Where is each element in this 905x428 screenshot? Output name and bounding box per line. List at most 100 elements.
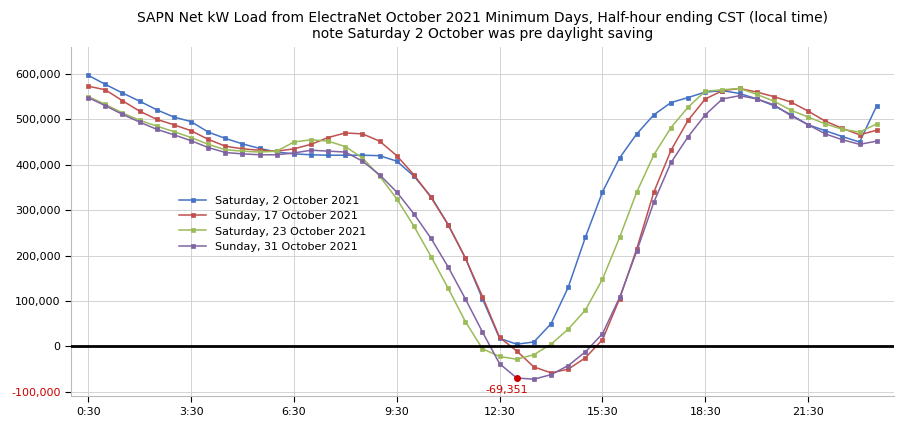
Saturday, 23 October 2021: [374, 174, 385, 179]
Sunday, 31 October 2021: [820, 131, 831, 137]
Sunday, 17 October 2021: [563, 367, 574, 372]
Sunday, 17 October 2021: [220, 143, 231, 149]
Sunday, 17 October 2021: [751, 89, 762, 95]
Sunday, 31 October 2021: [408, 211, 419, 217]
Sunday, 31 October 2021: [477, 330, 488, 335]
Saturday, 2 October 2021: [100, 82, 110, 87]
Saturday, 23 October 2021: [751, 92, 762, 97]
Sunday, 31 October 2021: [134, 119, 145, 125]
Saturday, 2 October 2021: [700, 89, 710, 95]
Sunday, 31 October 2021: [682, 134, 693, 139]
Sunday, 17 October 2021: [803, 109, 814, 114]
Sunday, 31 October 2021: [340, 149, 351, 155]
Saturday, 23 October 2021: [546, 342, 557, 347]
Saturday, 23 October 2021: [854, 130, 865, 135]
Saturday, 23 October 2021: [100, 102, 110, 107]
Line: Saturday, 2 October 2021: Saturday, 2 October 2021: [86, 73, 879, 346]
Sunday, 31 October 2021: [374, 172, 385, 177]
Sunday, 31 October 2021: [425, 236, 436, 241]
Saturday, 2 October 2021: [254, 146, 265, 151]
Saturday, 23 October 2021: [614, 235, 625, 240]
Saturday, 2 October 2021: [872, 103, 882, 108]
Saturday, 2 October 2021: [734, 91, 745, 96]
Saturday, 23 October 2021: [82, 94, 93, 99]
Saturday, 2 October 2021: [529, 339, 539, 345]
Saturday, 23 October 2021: [563, 327, 574, 332]
Saturday, 23 October 2021: [289, 140, 300, 145]
Saturday, 23 October 2021: [665, 125, 676, 130]
Sunday, 31 October 2021: [272, 152, 282, 158]
Saturday, 23 October 2021: [186, 135, 196, 140]
Sunday, 17 October 2021: [682, 118, 693, 123]
Saturday, 23 October 2021: [477, 346, 488, 351]
Sunday, 31 October 2021: [443, 265, 453, 270]
Sunday, 31 October 2021: [751, 96, 762, 101]
Saturday, 2 October 2021: [682, 95, 693, 100]
Saturday, 2 October 2021: [460, 256, 471, 261]
Sunday, 17 October 2021: [632, 246, 643, 251]
Sunday, 17 October 2021: [665, 148, 676, 153]
Saturday, 2 October 2021: [134, 98, 145, 104]
Saturday, 2 October 2021: [117, 90, 128, 95]
Sunday, 31 October 2021: [100, 103, 110, 108]
Saturday, 23 October 2021: [168, 129, 179, 134]
Saturday, 23 October 2021: [443, 286, 453, 291]
Saturday, 23 October 2021: [151, 124, 162, 129]
Line: Saturday, 23 October 2021: Saturday, 23 October 2021: [86, 86, 879, 361]
Saturday, 23 October 2021: [272, 149, 282, 154]
Sunday, 17 October 2021: [734, 86, 745, 91]
Legend: Saturday, 2 October 2021, Sunday, 17 October 2021, Saturday, 23 October 2021, Su: Saturday, 2 October 2021, Sunday, 17 Oct…: [176, 192, 370, 255]
Sunday, 31 October 2021: [511, 375, 522, 380]
Sunday, 17 October 2021: [134, 109, 145, 114]
Saturday, 23 October 2021: [529, 352, 539, 357]
Sunday, 31 October 2021: [529, 377, 539, 382]
Sunday, 17 October 2021: [837, 126, 848, 131]
Sunday, 31 October 2021: [872, 139, 882, 144]
Saturday, 2 October 2021: [837, 134, 848, 139]
Saturday, 23 October 2021: [306, 137, 317, 143]
Sunday, 17 October 2021: [254, 148, 265, 153]
Sunday, 17 October 2021: [768, 94, 779, 99]
Saturday, 2 October 2021: [820, 128, 831, 133]
Sunday, 17 October 2021: [820, 119, 831, 124]
Saturday, 2 October 2021: [425, 194, 436, 199]
Sunday, 31 October 2021: [117, 112, 128, 117]
Sunday, 17 October 2021: [700, 96, 710, 101]
Sunday, 17 October 2021: [786, 99, 796, 104]
Sunday, 31 October 2021: [289, 150, 300, 155]
Sunday, 17 October 2021: [272, 149, 282, 154]
Saturday, 23 October 2021: [323, 139, 334, 144]
Sunday, 31 October 2021: [837, 137, 848, 143]
Saturday, 2 October 2021: [717, 88, 728, 93]
Sunday, 31 October 2021: [649, 199, 660, 205]
Saturday, 23 October 2021: [134, 118, 145, 123]
Sunday, 31 October 2021: [734, 93, 745, 98]
Sunday, 31 October 2021: [220, 150, 231, 155]
Saturday, 2 October 2021: [751, 96, 762, 101]
Saturday, 2 October 2021: [580, 235, 591, 240]
Sunday, 31 October 2021: [665, 160, 676, 165]
Saturday, 2 October 2021: [443, 222, 453, 227]
Saturday, 23 October 2021: [117, 110, 128, 116]
Saturday, 23 October 2021: [580, 308, 591, 313]
Sunday, 17 October 2021: [374, 139, 385, 144]
Sunday, 17 October 2021: [168, 122, 179, 128]
Sunday, 17 October 2021: [391, 153, 402, 158]
Saturday, 23 October 2021: [203, 142, 214, 147]
Sunday, 31 October 2021: [323, 149, 334, 154]
Line: Sunday, 17 October 2021: Sunday, 17 October 2021: [86, 84, 879, 375]
Saturday, 2 October 2021: [854, 140, 865, 145]
Saturday, 23 October 2021: [220, 147, 231, 152]
Saturday, 23 October 2021: [511, 357, 522, 362]
Sunday, 17 October 2021: [117, 98, 128, 103]
Saturday, 2 October 2021: [649, 112, 660, 117]
Saturday, 23 October 2021: [494, 354, 505, 359]
Saturday, 2 October 2021: [614, 155, 625, 160]
Sunday, 17 October 2021: [614, 296, 625, 301]
Sunday, 31 October 2021: [460, 296, 471, 301]
Sunday, 31 October 2021: [237, 151, 248, 156]
Sunday, 17 October 2021: [186, 128, 196, 133]
Saturday, 2 October 2021: [82, 73, 93, 78]
Sunday, 31 October 2021: [254, 152, 265, 158]
Sunday, 31 October 2021: [546, 372, 557, 377]
